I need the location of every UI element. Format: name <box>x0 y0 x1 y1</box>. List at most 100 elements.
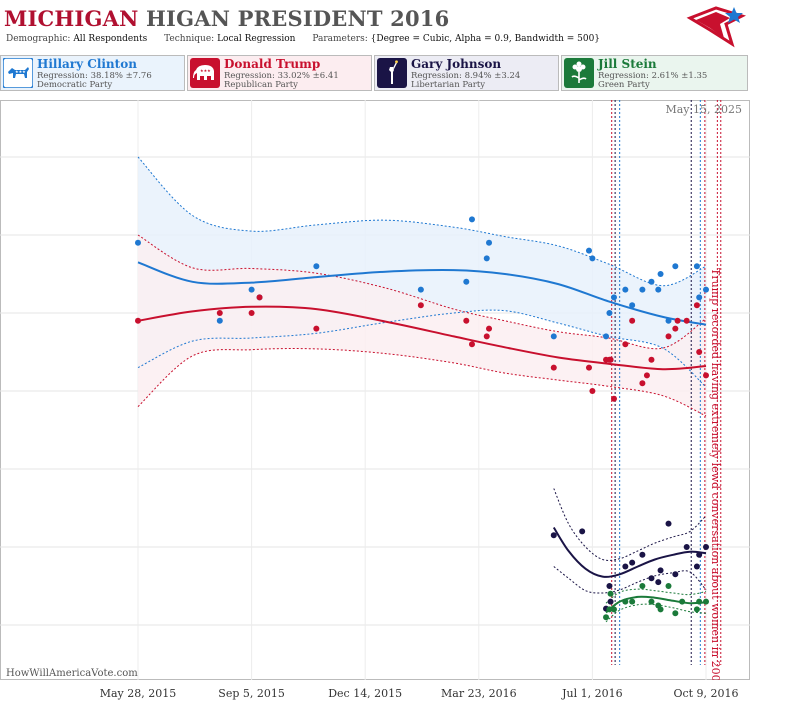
gary-johnson-poll-point[interactable] <box>579 528 586 535</box>
donald-trump-poll-point[interactable] <box>703 372 709 379</box>
jill-stein-poll-point[interactable] <box>607 590 614 597</box>
hillary-clinton-poll-point[interactable] <box>693 263 700 270</box>
donald-trump-poll-point[interactable] <box>674 317 681 324</box>
gary-johnson-poll-point[interactable] <box>629 559 636 566</box>
donald-trump-poll-point[interactable] <box>683 317 690 324</box>
gary-johnson-poll-point[interactable] <box>655 579 662 586</box>
hillary-clinton-poll-point[interactable] <box>610 294 617 301</box>
donald-trump-poll-point[interactable] <box>610 395 617 402</box>
hillary-clinton-poll-point[interactable] <box>648 278 655 285</box>
hillary-clinton-poll-point[interactable] <box>589 255 596 262</box>
donald-trump-poll-point[interactable] <box>256 294 263 301</box>
hillary-clinton-regression-line <box>137 261 707 326</box>
site-watermark[interactable]: HowWillAmericaVote.com <box>6 668 138 679</box>
donald-trump-poll-point[interactable] <box>639 380 646 387</box>
jill-stein-poll-point[interactable] <box>648 598 655 605</box>
technique-value: Local Regression <box>217 34 296 44</box>
donald-trump-poll-point[interactable] <box>417 302 424 309</box>
jill-stein-poll-point[interactable] <box>603 614 610 621</box>
hillary-clinton-poll-point[interactable] <box>313 263 320 270</box>
jill-stein-poll-point[interactable] <box>665 583 672 589</box>
candidate-regression: Regression: 2.61% ±1.35 <box>598 71 708 81</box>
jill-stein-poll-point[interactable] <box>696 598 703 605</box>
donald-trump-poll-point[interactable] <box>607 356 614 363</box>
jill-stein-poll-point[interactable] <box>629 598 636 605</box>
date-stamp: May 15, 2025 <box>665 103 742 116</box>
jill-stein-poll-point[interactable] <box>672 610 679 617</box>
hillary-clinton-poll-point[interactable] <box>665 317 672 324</box>
x-tick-label: May 28, 2015 <box>100 687 177 700</box>
hillary-clinton-poll-point[interactable] <box>135 239 141 246</box>
jill-stein-poll-point[interactable] <box>657 606 664 613</box>
donald-trump-poll-point[interactable] <box>463 317 470 324</box>
flag-logo-icon[interactable] <box>686 4 746 48</box>
gary-johnson-poll-point[interactable] <box>606 583 613 589</box>
hillary-clinton-poll-point[interactable] <box>463 278 470 285</box>
gary-johnson-poll-point[interactable] <box>622 563 629 570</box>
hillary-clinton-poll-point[interactable] <box>248 286 255 293</box>
donald-trump-poll-point[interactable] <box>486 325 493 332</box>
jill-stein-poll-point[interactable] <box>606 606 613 613</box>
donald-trump-poll-point[interactable] <box>665 333 672 340</box>
hillary-clinton-poll-point[interactable] <box>550 333 557 340</box>
donald-trump-poll-point[interactable] <box>468 341 475 348</box>
hillary-clinton-poll-point[interactable] <box>216 317 223 324</box>
gary-johnson-poll-point[interactable] <box>648 575 655 582</box>
hillary-clinton-poll-point[interactable] <box>486 239 493 246</box>
hillary-clinton-poll-point[interactable] <box>672 263 679 270</box>
jill-stein-poll-point[interactable] <box>610 606 617 613</box>
donald-trump-poll-point[interactable] <box>585 364 592 371</box>
donald-trump-poll-point[interactable] <box>672 325 679 332</box>
liberty-icon <box>377 58 407 88</box>
hillary-clinton-lower-bound <box>137 309 707 388</box>
jill-stein-poll-point[interactable] <box>679 598 686 605</box>
donald-trump-poll-point[interactable] <box>622 341 629 348</box>
hillary-clinton-poll-point[interactable] <box>606 310 613 316</box>
donald-trump-poll-point[interactable] <box>313 325 320 332</box>
gary-johnson-poll-point[interactable] <box>693 563 700 570</box>
hillary-clinton-poll-point[interactable] <box>629 302 636 309</box>
hillary-clinton-poll-point[interactable] <box>585 247 592 254</box>
hillary-clinton-poll-point[interactable] <box>696 294 703 301</box>
donald-trump-poll-point[interactable] <box>483 333 490 340</box>
gary-johnson-poll-point[interactable] <box>550 532 557 539</box>
donald-trump-poll-point[interactable] <box>648 356 655 363</box>
hillary-clinton-poll-point[interactable] <box>655 286 662 293</box>
gary-johnson-poll-point[interactable] <box>657 567 664 574</box>
gary-johnson-poll-point[interactable] <box>672 571 679 578</box>
gary-johnson-poll-point[interactable] <box>683 544 690 550</box>
hillary-clinton-poll-point[interactable] <box>483 255 490 262</box>
gary-johnson-poll-point[interactable] <box>703 544 709 550</box>
donald-trump-poll-point[interactable] <box>643 372 650 379</box>
donkey-icon: ★★★ <box>2 57 34 89</box>
hillary-clinton-poll-point[interactable] <box>703 286 709 293</box>
donald-trump-poll-point[interactable] <box>550 364 557 371</box>
donald-trump-poll-point[interactable] <box>693 302 700 309</box>
jill-stein-poll-point[interactable] <box>622 598 629 605</box>
donald-trump-poll-point[interactable] <box>248 310 255 316</box>
hillary-clinton-poll-point[interactable] <box>417 286 424 293</box>
candidate-panel-gary-johnson[interactable]: Gary Johnson Regression: 8.94% ±3.24 Liber… <box>374 55 559 91</box>
donald-trump-poll-point[interactable] <box>216 310 223 316</box>
jill-stein-poll-point[interactable] <box>693 606 700 613</box>
donald-trump-poll-point[interactable] <box>589 388 596 394</box>
donald-trump-poll-point[interactable] <box>629 317 636 324</box>
candidate-panel-jill-stein[interactable]: Jill Stein Regression: 2.61% ±1.35 Green P… <box>561 55 748 91</box>
hillary-clinton-poll-point[interactable] <box>622 286 629 293</box>
hillary-clinton-poll-point[interactable] <box>639 286 646 293</box>
candidate-panel-donald-trump[interactable]: ★★★ Donald Trump Regression: 33.02% ±6.41 R… <box>187 55 372 91</box>
hillary-clinton-poll-point[interactable] <box>468 216 475 223</box>
gary-johnson-poll-point[interactable] <box>607 598 614 605</box>
donald-trump-poll-point[interactable] <box>696 349 703 355</box>
gary-johnson-poll-point[interactable] <box>639 551 646 558</box>
hillary-clinton-poll-point[interactable] <box>603 333 610 340</box>
hillary-clinton-poll-point[interactable] <box>657 271 664 277</box>
jill-stein-poll-point[interactable] <box>703 598 709 605</box>
candidate-panel-hillary-clinton[interactable]: ★★★ Hillary Clinton Regression: 38.18% ±7.… <box>0 55 185 91</box>
donald-trump-poll-point[interactable] <box>135 317 141 324</box>
demographic-label: Demographic: <box>6 34 71 44</box>
gary-johnson-poll-point[interactable] <box>665 520 672 527</box>
jill-stein-poll-point[interactable] <box>639 583 646 589</box>
gary-johnson-poll-point[interactable] <box>696 551 703 558</box>
x-axis: May 28, 2015 Sep 5, 2015 Dec 14, 2015 Mar 2… <box>100 687 739 700</box>
